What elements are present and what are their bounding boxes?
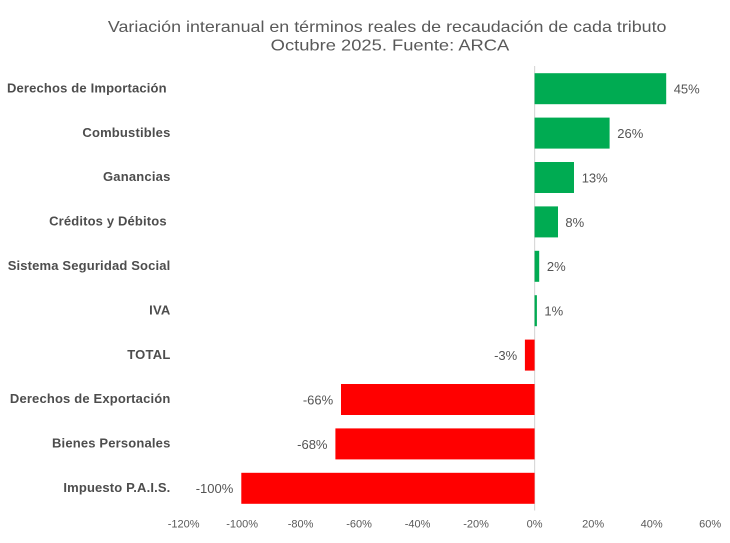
svg-text:-100%: -100% xyxy=(196,481,234,496)
svg-text:60%: 60% xyxy=(699,519,721,531)
svg-text:TOTAL: TOTAL xyxy=(127,347,170,362)
svg-text:20%: 20% xyxy=(582,519,604,531)
svg-text:-80%: -80% xyxy=(288,519,314,531)
svg-text:40%: 40% xyxy=(641,519,663,531)
svg-text:13%: 13% xyxy=(582,170,608,185)
svg-text:-20%: -20% xyxy=(463,519,489,531)
svg-text:Combustibles: Combustibles xyxy=(82,125,170,140)
svg-text:-40%: -40% xyxy=(405,519,431,531)
svg-text:Bienes Personales: Bienes Personales xyxy=(52,436,170,451)
svg-text:-60%: -60% xyxy=(346,519,372,531)
svg-text:Octubre 2025. Fuente: ARCA: Octubre 2025. Fuente: ARCA xyxy=(271,37,510,54)
svg-text:-66%: -66% xyxy=(303,392,334,407)
svg-text:Sistema Seguridad Social: Sistema Seguridad Social xyxy=(8,258,171,273)
svg-text:Impuesto P.A.I.S.: Impuesto P.A.I.S. xyxy=(63,480,170,495)
svg-text:Derechos de Importación: Derechos de Importación xyxy=(7,80,167,95)
svg-text:-120%: -120% xyxy=(168,519,200,531)
svg-text:-100%: -100% xyxy=(226,519,258,531)
svg-text:2%: 2% xyxy=(547,259,566,274)
svg-text:Ganancias: Ganancias xyxy=(103,169,170,184)
svg-text:8%: 8% xyxy=(565,215,584,230)
svg-text:-3%: -3% xyxy=(494,348,518,363)
svg-text:Variación interanual en términ: Variación interanual en términos reales … xyxy=(108,19,667,36)
svg-text:45%: 45% xyxy=(674,82,700,97)
svg-text:-68%: -68% xyxy=(297,437,328,452)
svg-text:26%: 26% xyxy=(617,126,643,141)
svg-text:Derechos de Exportación: Derechos de Exportación xyxy=(10,391,170,406)
svg-text:IVA: IVA xyxy=(149,302,171,317)
svg-text:0%: 0% xyxy=(527,519,543,531)
svg-text:1%: 1% xyxy=(544,304,563,319)
svg-text:Créditos y Débitos: Créditos y Débitos xyxy=(49,214,167,229)
